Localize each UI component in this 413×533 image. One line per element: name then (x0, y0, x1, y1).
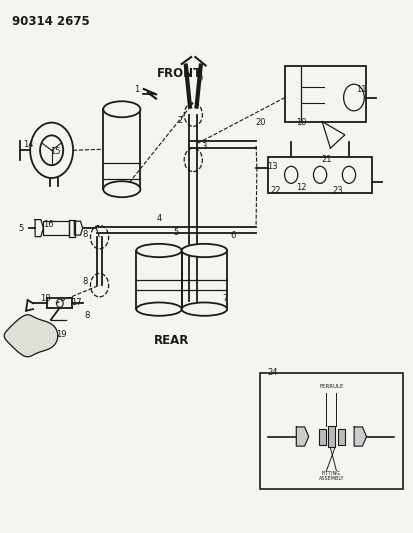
Ellipse shape (103, 181, 140, 197)
Circle shape (344, 84, 364, 111)
Text: 15: 15 (50, 148, 61, 156)
Text: 13: 13 (267, 162, 278, 171)
Ellipse shape (182, 303, 227, 316)
Text: 10: 10 (296, 118, 307, 127)
Ellipse shape (103, 101, 140, 117)
Text: 8: 8 (82, 230, 88, 239)
Text: 22: 22 (271, 187, 281, 195)
Text: 2: 2 (177, 117, 182, 125)
Text: 23: 23 (332, 187, 343, 195)
Text: FERRULE: FERRULE (319, 384, 344, 389)
Text: 5: 5 (18, 224, 23, 232)
Text: 9: 9 (198, 75, 203, 83)
Text: 19: 19 (56, 330, 66, 339)
Text: 12: 12 (296, 183, 307, 192)
Text: 14: 14 (23, 141, 33, 149)
Ellipse shape (136, 303, 182, 316)
Text: 6: 6 (230, 231, 236, 240)
Text: 1: 1 (134, 85, 139, 93)
Text: 11: 11 (356, 85, 367, 94)
Ellipse shape (182, 244, 227, 257)
Text: FITTING
ASSEMBLY: FITTING ASSEMBLY (319, 471, 344, 481)
Text: 8: 8 (82, 277, 88, 286)
Text: 90314 2675: 90314 2675 (12, 15, 90, 28)
Text: REAR: REAR (154, 334, 189, 346)
Circle shape (285, 166, 298, 183)
Polygon shape (354, 427, 367, 446)
Text: 16: 16 (43, 221, 54, 229)
Bar (338, 429, 346, 445)
Bar (319, 429, 326, 445)
Text: 3: 3 (202, 142, 207, 151)
Polygon shape (297, 427, 309, 446)
Bar (268, 157, 372, 193)
Polygon shape (4, 315, 58, 357)
Text: 5: 5 (173, 229, 178, 237)
Ellipse shape (136, 244, 182, 257)
Text: 18: 18 (40, 294, 51, 303)
Bar (328, 426, 335, 447)
Bar (43, 221, 69, 235)
Text: 24: 24 (267, 368, 278, 376)
Circle shape (342, 166, 356, 183)
Text: 8: 8 (84, 311, 90, 320)
Text: FRONT: FRONT (157, 67, 202, 80)
Text: 17: 17 (71, 298, 82, 307)
Text: 4: 4 (157, 214, 161, 223)
Text: 7: 7 (222, 294, 228, 303)
Bar (285, 66, 366, 122)
Circle shape (313, 166, 327, 183)
Text: 20: 20 (255, 118, 266, 127)
Bar (260, 373, 403, 489)
Text: 21: 21 (321, 156, 332, 164)
